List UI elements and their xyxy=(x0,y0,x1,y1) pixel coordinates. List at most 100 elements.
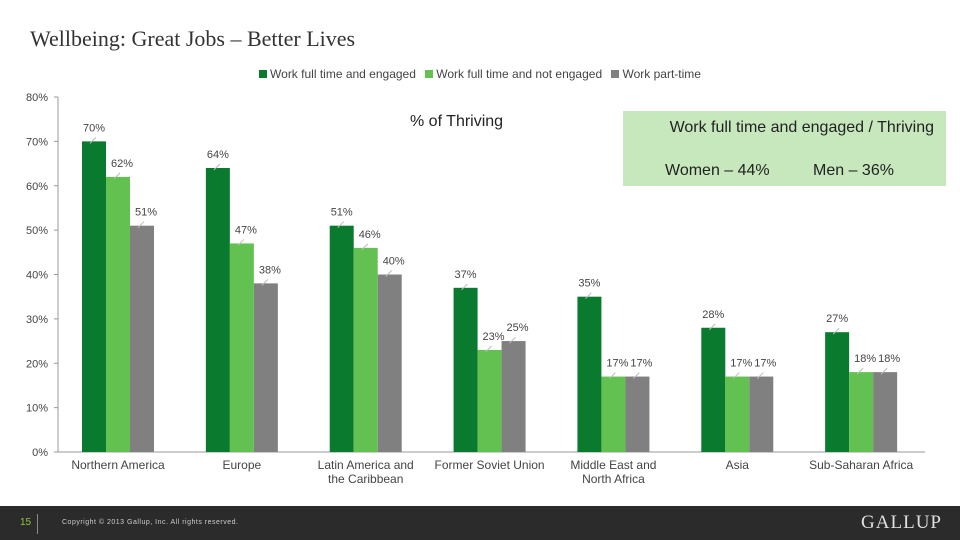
bar xyxy=(849,372,874,452)
x-category-label: Sub-Saharan Africa xyxy=(809,458,913,472)
x-category-label-line: Northern America xyxy=(71,458,165,472)
data-label: 37% xyxy=(455,269,477,281)
x-category-label: Europe xyxy=(223,458,262,472)
data-label-leader xyxy=(485,345,492,353)
x-category-label-line: Middle East and xyxy=(570,458,656,472)
data-label-leader xyxy=(213,163,221,171)
callout-title: Work full time and engaged / Thriving xyxy=(669,119,934,136)
bar xyxy=(229,243,254,452)
copyright-text: Copyright © 2013 Gallup, Inc. All rights… xyxy=(62,519,239,526)
data-label: 47% xyxy=(235,224,257,236)
data-label-leader xyxy=(880,367,888,375)
y-tick-label: 70% xyxy=(26,136,48,148)
y-tick-label: 10% xyxy=(26,403,48,415)
bar xyxy=(329,225,354,452)
bar xyxy=(825,332,850,452)
bar xyxy=(130,225,154,452)
y-tick-label: 20% xyxy=(26,358,48,370)
data-label: 51% xyxy=(331,207,353,219)
data-label: 40% xyxy=(383,256,405,268)
legend-swatch-engaged xyxy=(259,70,268,78)
data-label-leader xyxy=(89,137,97,144)
slide-title: Wellbeing: Great Jobs – Better Lives xyxy=(30,26,356,51)
data-label-leader xyxy=(756,372,764,379)
x-category-label: Northern America xyxy=(71,458,165,472)
data-label: 62% xyxy=(111,158,133,170)
legend-label-not-engaged: Work full time and not engaged xyxy=(436,67,603,81)
data-label-leader xyxy=(708,323,716,331)
gallup-logo: GALLUP xyxy=(861,512,942,533)
data-label-leader xyxy=(609,372,616,379)
x-category-label: Former Soviet Union xyxy=(435,458,545,472)
thriving-callout: Work full time and engaged / Thriving Wo… xyxy=(623,111,946,186)
data-label: 17% xyxy=(630,358,652,370)
y-tick-label: 80% xyxy=(26,92,48,104)
data-label-leader xyxy=(633,372,640,379)
data-label-leader xyxy=(732,372,740,379)
y-tick-label: 60% xyxy=(26,181,48,193)
bar xyxy=(749,376,774,452)
data-label: 25% xyxy=(507,322,529,334)
legend-item-not-engaged: Work full time and not engaged xyxy=(425,67,602,81)
data-label-leader xyxy=(385,270,393,277)
y-tick-label: 40% xyxy=(26,270,48,282)
data-label: 46% xyxy=(359,229,381,241)
x-category-label-line: the Caribbean xyxy=(328,472,403,486)
data-label-leader xyxy=(137,221,145,229)
bar xyxy=(82,141,106,452)
page-number: 15 xyxy=(20,517,32,528)
data-label: 64% xyxy=(207,149,229,161)
data-label-leader xyxy=(361,243,369,251)
x-category-label-line: Latin America and xyxy=(318,458,414,472)
bar xyxy=(477,349,502,452)
x-category-label: Middle East and North Africa xyxy=(570,458,656,486)
legend-label-part-time: Work part-time xyxy=(622,67,701,81)
bar xyxy=(253,283,278,452)
data-label: 17% xyxy=(606,358,628,370)
x-category-label-line: North Africa xyxy=(582,472,645,486)
x-category-label: Asia xyxy=(726,458,750,472)
x-category-label-line: Europe xyxy=(223,458,262,472)
chart-subtitle: % of Thriving xyxy=(410,113,504,130)
data-label-leader xyxy=(509,336,516,344)
bar xyxy=(701,327,726,452)
data-label: 27% xyxy=(826,313,848,325)
data-label: 23% xyxy=(483,331,505,343)
legend-item-engaged: Work full time and engaged xyxy=(259,67,416,81)
data-label-leader xyxy=(856,367,864,375)
callout-women: Women – 44% xyxy=(665,162,770,179)
bar xyxy=(353,247,378,452)
bar xyxy=(725,376,750,452)
bar xyxy=(873,372,898,452)
callout-men: Men – 36% xyxy=(813,162,894,179)
data-label-leader xyxy=(337,221,345,229)
data-label: 17% xyxy=(730,358,752,370)
data-label-leader xyxy=(261,279,269,286)
data-label-leader xyxy=(585,292,592,300)
bar xyxy=(377,274,402,452)
bar xyxy=(625,376,650,452)
bar xyxy=(453,287,478,452)
data-label-leader xyxy=(461,283,468,291)
x-category-label-line: Sub-Saharan Africa xyxy=(809,458,913,472)
y-tick-label: 0% xyxy=(32,447,48,459)
legend-swatch-part-time xyxy=(611,70,620,78)
data-label: 28% xyxy=(702,309,724,321)
chart-legend: Work full time and engaged Work full tim… xyxy=(0,67,960,81)
bar xyxy=(577,296,602,452)
x-category-label-line: Asia xyxy=(726,458,750,472)
legend-swatch-not-engaged xyxy=(425,70,434,78)
bar xyxy=(501,341,526,452)
data-label: 38% xyxy=(259,264,281,276)
footer-divider xyxy=(37,514,38,534)
y-tick-label: 50% xyxy=(26,225,48,237)
data-label: 51% xyxy=(135,207,157,219)
bar xyxy=(601,376,626,452)
data-label-leader xyxy=(113,172,121,180)
data-label: 35% xyxy=(578,278,600,290)
data-label-leader xyxy=(237,239,245,246)
bar xyxy=(106,176,130,452)
data-label-leader xyxy=(832,327,840,335)
x-category-label: Latin America and the Caribbean xyxy=(318,458,414,486)
data-label: 18% xyxy=(854,353,876,365)
